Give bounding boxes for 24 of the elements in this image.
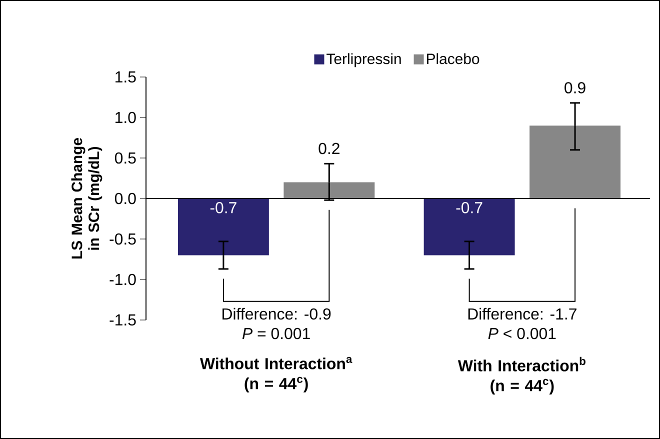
annotation: Difference: -0.9 (222, 308, 331, 320)
data-label: 0.9 (564, 82, 586, 94)
legend-label: Placebo (427, 53, 480, 64)
category-label: Without Interaction$^{a}$ (n = 44$^{c}$) (200, 356, 352, 392)
data-label: -0.7 (456, 202, 482, 214)
bar (424, 198, 515, 256)
legend-label: Terlipressin (326, 53, 401, 68)
bar (178, 198, 269, 256)
category-label: With Interaction$^{b}$ (n = 44$^{c}$) (458, 356, 586, 394)
y-axis-title: LS Mean Change in SCr (mg/dL) (71, 138, 102, 259)
y-tick-label: 1.0 (116, 112, 136, 124)
annotation: Difference: -1.7 (468, 308, 576, 320)
y-tick-label: 0.5 (114, 152, 136, 164)
bar (284, 182, 375, 198)
bar (530, 126, 621, 198)
y-tick-label: 1.5 (116, 71, 136, 83)
y-tick-label: -1.5 (110, 314, 136, 326)
y-tick-label: 0.0 (114, 192, 136, 204)
data-label: -0.7 (210, 202, 236, 214)
text: P = 0.001 (242, 328, 310, 340)
y-tick-label: -1.0 (110, 274, 136, 286)
y-tick-label: -0.5 (110, 233, 136, 245)
text: P < 0.001 (488, 328, 556, 340)
data-label: 0.2 (318, 142, 340, 154)
